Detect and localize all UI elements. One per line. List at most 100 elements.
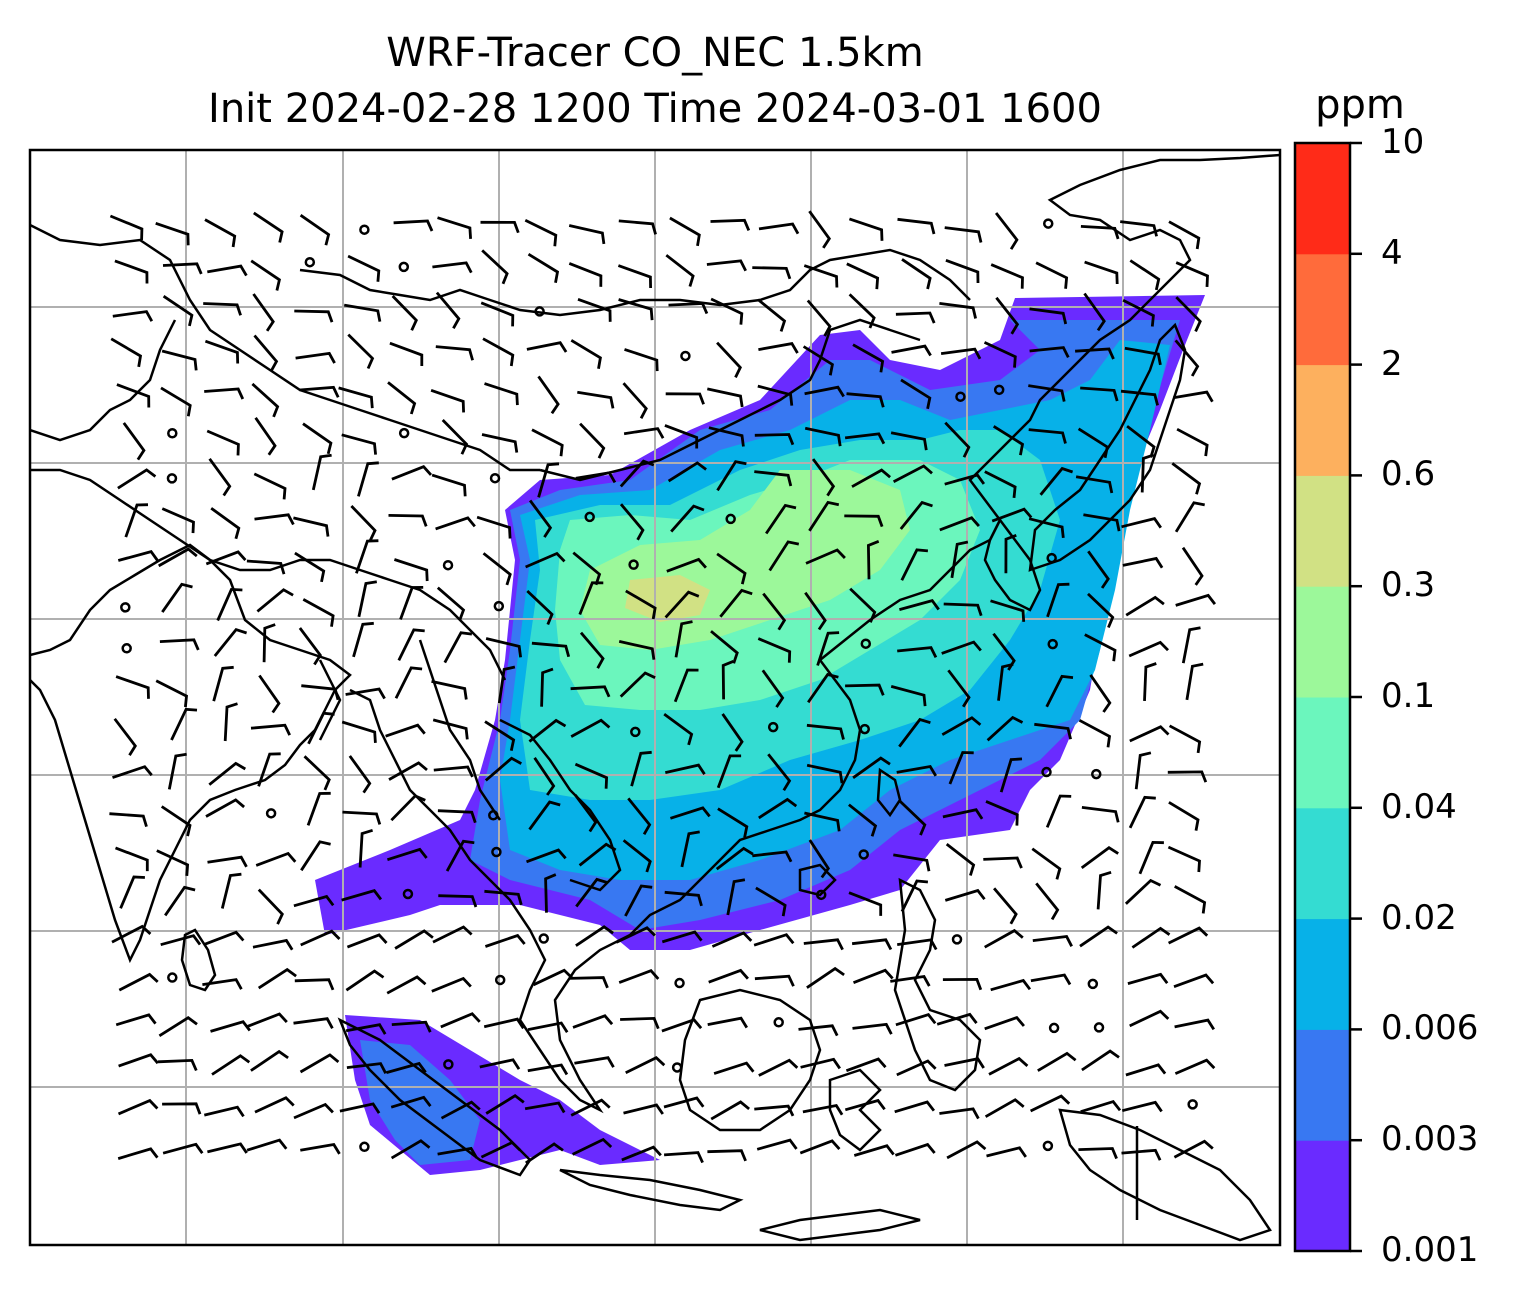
- colorbar-tick-label: 0.3: [1381, 565, 1436, 606]
- wind-barb: [246, 1138, 288, 1152]
- wind-barb: [157, 1058, 198, 1072]
- wind-barb: [808, 210, 831, 249]
- wind-barb: [803, 938, 844, 951]
- wind-barb: [485, 1094, 525, 1115]
- wind-barb: [899, 598, 940, 611]
- wind-barb: [758, 342, 799, 354]
- wind-barb: [207, 855, 248, 868]
- wind-barb: [202, 978, 243, 990]
- wind-barb-calm: [443, 1059, 454, 1070]
- wind-barb: [385, 723, 426, 738]
- wind-barb: [1143, 662, 1157, 701]
- coastline-borneo: [678, 988, 822, 1132]
- wind-barb: [1120, 389, 1159, 406]
- wind-barb: [844, 432, 886, 445]
- wind-barb: [342, 810, 382, 825]
- wind-barb: [540, 667, 554, 707]
- wind-barb: [570, 718, 611, 738]
- wind-barb: [717, 807, 749, 838]
- wind-barb: [625, 589, 657, 620]
- wind-barb: [1129, 725, 1170, 743]
- wind-barb: [113, 717, 137, 756]
- wind-barb: [1167, 770, 1208, 783]
- wind-barb: [484, 889, 523, 906]
- wind-barb: [1084, 260, 1119, 285]
- wind-barb: [1087, 550, 1110, 589]
- wind-barb: [207, 1142, 248, 1154]
- wind-barb: [899, 800, 927, 836]
- wind-barb: [765, 503, 797, 535]
- wind-barb: [293, 516, 330, 537]
- wind-barb: [619, 503, 645, 541]
- wind-barb: [661, 930, 703, 944]
- wind-barb: [674, 620, 693, 658]
- wind-barb: [767, 753, 792, 792]
- wind-barb: [669, 216, 701, 247]
- wind-barb: [1168, 220, 1201, 250]
- wind-barb: [1171, 462, 1202, 495]
- wind-barb: [1121, 517, 1162, 529]
- wind-barb: [570, 339, 602, 369]
- wind-barb: [388, 761, 428, 781]
- wind-barb: [668, 302, 709, 315]
- wind-barb: [1173, 973, 1215, 989]
- wind-barb: [706, 259, 747, 272]
- wind-barb: [798, 1024, 839, 1037]
- wind-barb: [155, 679, 188, 708]
- wind-barb: [526, 848, 567, 864]
- wind-barb: [393, 219, 434, 232]
- wind-barb-calm: [1187, 1099, 1198, 1110]
- coastline-indochina: [349, 659, 862, 1114]
- wind-barb: [257, 967, 297, 990]
- wind-barb: [431, 680, 468, 700]
- wind-barb: [394, 666, 423, 699]
- plot-frame: [28, 148, 1282, 1247]
- colorbar-segment: [1295, 697, 1350, 809]
- wind-barb: [205, 550, 247, 566]
- wind-barb: [994, 212, 1019, 250]
- wind-barb: [1035, 261, 1069, 289]
- wind-barb: [1127, 972, 1169, 985]
- wind-barb: [544, 873, 557, 913]
- wind-barb: [117, 1098, 159, 1116]
- wind-barb: [483, 1017, 525, 1030]
- wind-barb: [528, 718, 567, 743]
- wind-barb: [716, 341, 742, 379]
- wind-barb: [664, 1151, 704, 1164]
- wind-barb: [114, 259, 149, 284]
- wind-barb: [482, 337, 515, 367]
- wind-barb: [802, 1103, 844, 1116]
- wind-barb: [1125, 1063, 1167, 1077]
- wind-barb: [757, 298, 787, 332]
- wind-barb: [1028, 428, 1067, 444]
- wind-barb: [1035, 882, 1060, 921]
- wind-barb-calm: [859, 723, 870, 735]
- wind-barb: [578, 581, 604, 616]
- wind-barb: [484, 720, 516, 751]
- wind-barb: [391, 295, 418, 331]
- wind-barb: [1083, 513, 1121, 532]
- wind-barb: [119, 875, 145, 909]
- wind-barb: [343, 303, 382, 322]
- wind-barb: [258, 674, 281, 714]
- wind-barb-calm: [359, 224, 370, 235]
- wind-barb-calm: [584, 511, 595, 523]
- wind-barb: [993, 887, 1018, 925]
- wind-barb: [898, 717, 931, 748]
- wind-barb-calm: [166, 473, 178, 484]
- wind-barb: [1122, 556, 1164, 569]
- wind-barb: [262, 623, 276, 663]
- wind-barb-calm: [674, 977, 685, 989]
- border-himalaya: [30, 468, 507, 681]
- wind-barb: [846, 262, 880, 290]
- wind-barb: [804, 385, 845, 398]
- wind-barb: [210, 507, 241, 540]
- wind-barb-calm: [628, 559, 639, 570]
- wind-barb: [247, 1012, 288, 1028]
- colorbar-segment: [1295, 807, 1350, 920]
- wind-barb: [117, 468, 157, 490]
- wind-barb: [300, 929, 341, 947]
- wind-barb: [896, 764, 938, 777]
- wind-barb: [893, 853, 931, 872]
- wind-barb: [117, 1147, 159, 1160]
